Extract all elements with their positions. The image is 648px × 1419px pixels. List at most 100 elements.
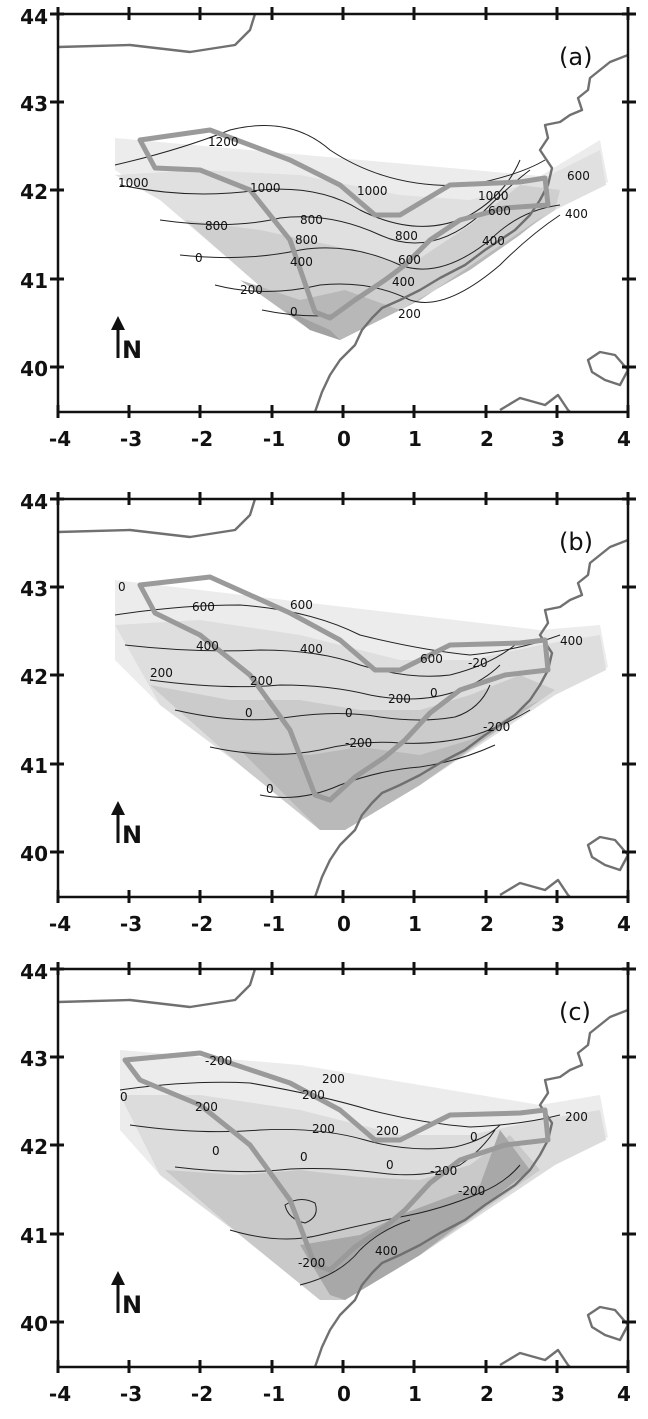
contour-label: 0 (386, 1158, 394, 1172)
contour-label: 600 (567, 169, 590, 183)
contour-label: -200 (458, 1184, 485, 1198)
contour-label: 200 (302, 1088, 325, 1102)
contour-label: 600 (290, 598, 313, 612)
contour-label: 1000 (118, 176, 149, 190)
shaded-area (120, 1050, 608, 1300)
north-arrow: N (111, 316, 142, 364)
contour-label: 1200 (208, 135, 239, 149)
north-label: N (122, 1291, 142, 1319)
x-tick-label: 0 (337, 912, 351, 936)
x-tick-label: 3 (551, 1382, 565, 1406)
x-tick-label: 1 (408, 912, 422, 936)
contour-label: 600 (420, 652, 443, 666)
x-tick-label: -3 (120, 427, 142, 451)
contour-label: 200 (312, 1122, 335, 1136)
x-tick-label: 1 (408, 1382, 422, 1406)
x-tick-label: 2 (480, 1382, 494, 1406)
x-tick-label: 2 (480, 912, 494, 936)
x-tick-labels: -4 -3 -2 -1 0 1 2 3 4 (49, 1382, 631, 1406)
x-tick-label: 4 (617, 912, 631, 936)
x-tick-label: 1 (408, 427, 422, 451)
contour-lines (114, 125, 561, 317)
x-tick-label: 3 (551, 912, 565, 936)
contour-label: 400 (565, 207, 588, 221)
contour-label: 0 (212, 1144, 220, 1158)
y-tick-label: 40 (20, 357, 48, 381)
x-tick-label: 4 (617, 427, 631, 451)
contour-label: -20 (468, 656, 488, 670)
contour-label: 800 (205, 219, 228, 233)
y-tick-labels: 44 43 42 41 40 (20, 5, 48, 381)
contour-label: 800 (295, 233, 318, 247)
x-tick-label: -4 (49, 427, 71, 451)
panel-label: (b) (559, 528, 593, 556)
map-panel-c: -200 200 200 0 200 0 0 200 0 -200 0 -200… (0, 955, 648, 1415)
contour-label: 0 (470, 1130, 478, 1144)
x-tick-label: -3 (120, 1382, 142, 1406)
contour-label: 0 (245, 706, 253, 720)
ticks (50, 962, 636, 1373)
north-label: N (122, 336, 142, 364)
contour-label: 200 (398, 307, 421, 321)
y-tick-label: 42 (20, 665, 48, 689)
contour-label: 400 (300, 642, 323, 656)
contour-label: 0 (300, 1150, 308, 1164)
region-boundary (137, 574, 551, 803)
contour-label: -200 (205, 1054, 232, 1068)
contour-label: 0 (266, 782, 274, 796)
contour-label: 200 (376, 1124, 399, 1138)
contour-label: 800 (395, 229, 418, 243)
contour-label: 1000 (478, 189, 509, 203)
contour-label: 200 (322, 1072, 345, 1086)
contour-label: 0 (345, 706, 353, 720)
contour-label: 200 (388, 692, 411, 706)
panel-label: (c) (559, 998, 591, 1026)
shaded-area (115, 580, 608, 830)
contour-label: 400 (375, 1244, 398, 1258)
y-tick-label: 41 (20, 754, 48, 778)
map-panel-a: 1200 1000 1000 1000 1000 600 800 800 800… (0, 0, 648, 460)
contour-labels: 0 600 600 600 400 400 200 200 0 0 0 -20 … (118, 580, 583, 796)
coastline (57, 498, 630, 898)
x-tick-label: 3 (551, 427, 565, 451)
region-boundary (122, 1050, 551, 1273)
y-tick-label: 43 (20, 1047, 48, 1071)
north-label: N (122, 821, 142, 849)
contour-labels: -200 200 200 0 200 0 0 200 0 -200 0 -200… (120, 1054, 588, 1270)
y-tick-label: 43 (20, 92, 48, 116)
y-tick-labels: 44 43 42 41 40 (20, 490, 48, 866)
contour-label: 200 (250, 674, 273, 688)
y-tick-label: 40 (20, 842, 48, 866)
coastline (57, 13, 630, 413)
north-arrow: N (111, 801, 142, 849)
contour-label: 400 (560, 634, 583, 648)
contour-label: 400 (196, 639, 219, 653)
contour-label: 200 (240, 283, 263, 297)
y-tick-label: 41 (20, 1224, 48, 1248)
contour-label: -200 (298, 1256, 325, 1270)
x-tick-label: 4 (617, 1382, 631, 1406)
x-tick-label: -2 (191, 1382, 213, 1406)
map-panel-b: 0 600 600 600 400 400 200 200 0 0 0 -20 … (0, 485, 648, 945)
y-tick-label: 41 (20, 269, 48, 293)
x-tick-labels: -4 -3 -2 -1 0 1 2 3 4 (49, 912, 631, 936)
x-tick-label: -1 (263, 1382, 285, 1406)
x-tick-label: -4 (49, 912, 71, 936)
contour-label: 0 (120, 1090, 128, 1104)
contour-label: 400 (482, 234, 505, 248)
y-tick-label: 43 (20, 577, 48, 601)
panel-label: (a) (559, 43, 592, 71)
x-tick-label: 2 (480, 427, 494, 451)
contour-label: 0 (118, 580, 126, 594)
y-tick-labels: 44 43 42 41 40 (20, 960, 48, 1336)
contour-label: 600 (192, 600, 215, 614)
x-tick-label: 0 (337, 427, 351, 451)
contour-label: 1000 (250, 181, 281, 195)
contour-label: 200 (195, 1100, 218, 1114)
contour-label: 400 (392, 275, 415, 289)
contour-label: -200 (430, 1164, 457, 1178)
x-tick-label: -2 (191, 912, 213, 936)
north-arrow: N (111, 1271, 142, 1319)
contour-label: 0 (430, 686, 438, 700)
contour-label: 0 (290, 305, 298, 319)
